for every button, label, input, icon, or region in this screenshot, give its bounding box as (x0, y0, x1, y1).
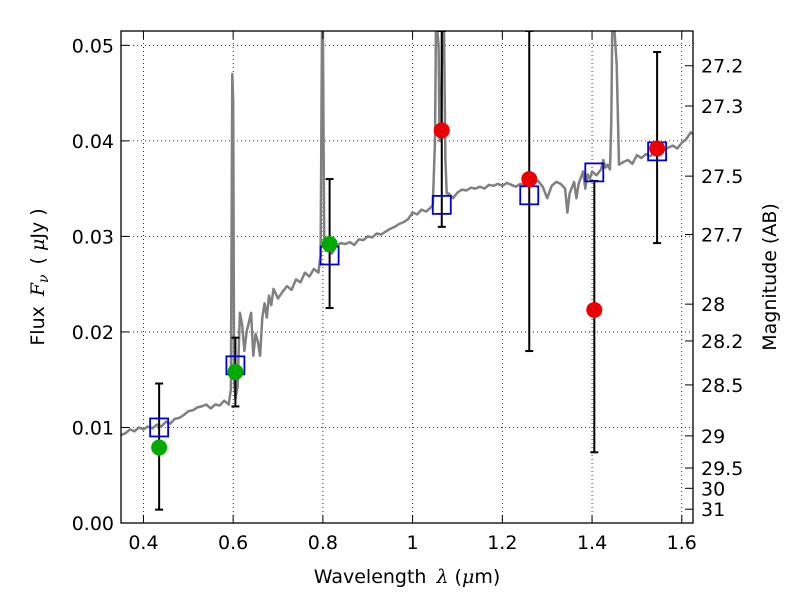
y-tick-label: 0.04 (72, 131, 114, 153)
y-tick-label: 0.03 (72, 226, 114, 248)
x-tick-label: 1.2 (487, 532, 517, 554)
observed-photometry-point (151, 439, 168, 456)
x-tick-label: 0.6 (218, 532, 248, 554)
observed-photometry-point (321, 236, 338, 253)
observed-photometry-markers (151, 122, 666, 456)
plot-area (121, 31, 693, 511)
right-tick-label: 28.5 (701, 375, 743, 397)
right-tick-label: 27.5 (701, 166, 743, 188)
observed-photometry-point (521, 171, 538, 188)
y-tick-label: 0.02 (72, 322, 114, 344)
right-tick-label: 27.3 (701, 96, 743, 118)
right-tick-label: 29.5 (701, 458, 743, 480)
x-tick-label: 1.4 (577, 532, 607, 554)
x-axis-label: Wavelength λ (μm) (314, 566, 500, 588)
x-tick-label: 1 (407, 532, 419, 554)
model-spectrum-line (121, 31, 693, 437)
right-tick-label: 30 (701, 478, 725, 500)
x-tick-label: 0.4 (128, 532, 158, 554)
y-axis-tick-labels: 0.00 0.01 0.02 0.03 0.04 0.05 (72, 35, 114, 535)
y-tick-label: 0.00 (72, 513, 114, 535)
y-tick-label: 0.05 (72, 35, 114, 57)
observed-photometry-point (227, 364, 244, 381)
x-axis-tick-labels: 0.4 0.6 0.8 1 1.2 1.4 1.6 (128, 532, 697, 554)
right-tick-label: 27.7 (701, 224, 743, 246)
model-photometry-square (584, 162, 605, 183)
right-tick-label: 27.2 (701, 56, 743, 78)
observed-photometry-point (433, 122, 450, 139)
right-tick-label: 28.2 (701, 331, 743, 353)
y-tick-label: 0.01 (72, 417, 114, 439)
x-tick-label: 1.6 (667, 532, 697, 554)
plot-frame (120, 30, 694, 524)
right-tick-label: 31 (701, 499, 725, 521)
y-axis-label: FluxFν(μJy) (27, 208, 52, 345)
right-tick-label: 29 (701, 426, 725, 448)
right-tick-label: 28 (701, 294, 725, 316)
model-photometry-square (149, 417, 170, 438)
right-axis-label: Magnitude (AB) (759, 203, 781, 351)
model-photometry-square (431, 194, 452, 215)
x-tick-label: 0.8 (308, 532, 338, 554)
observed-photometry-point (649, 140, 666, 157)
observed-photometry-point (586, 301, 603, 318)
axis-ticks (121, 31, 693, 524)
